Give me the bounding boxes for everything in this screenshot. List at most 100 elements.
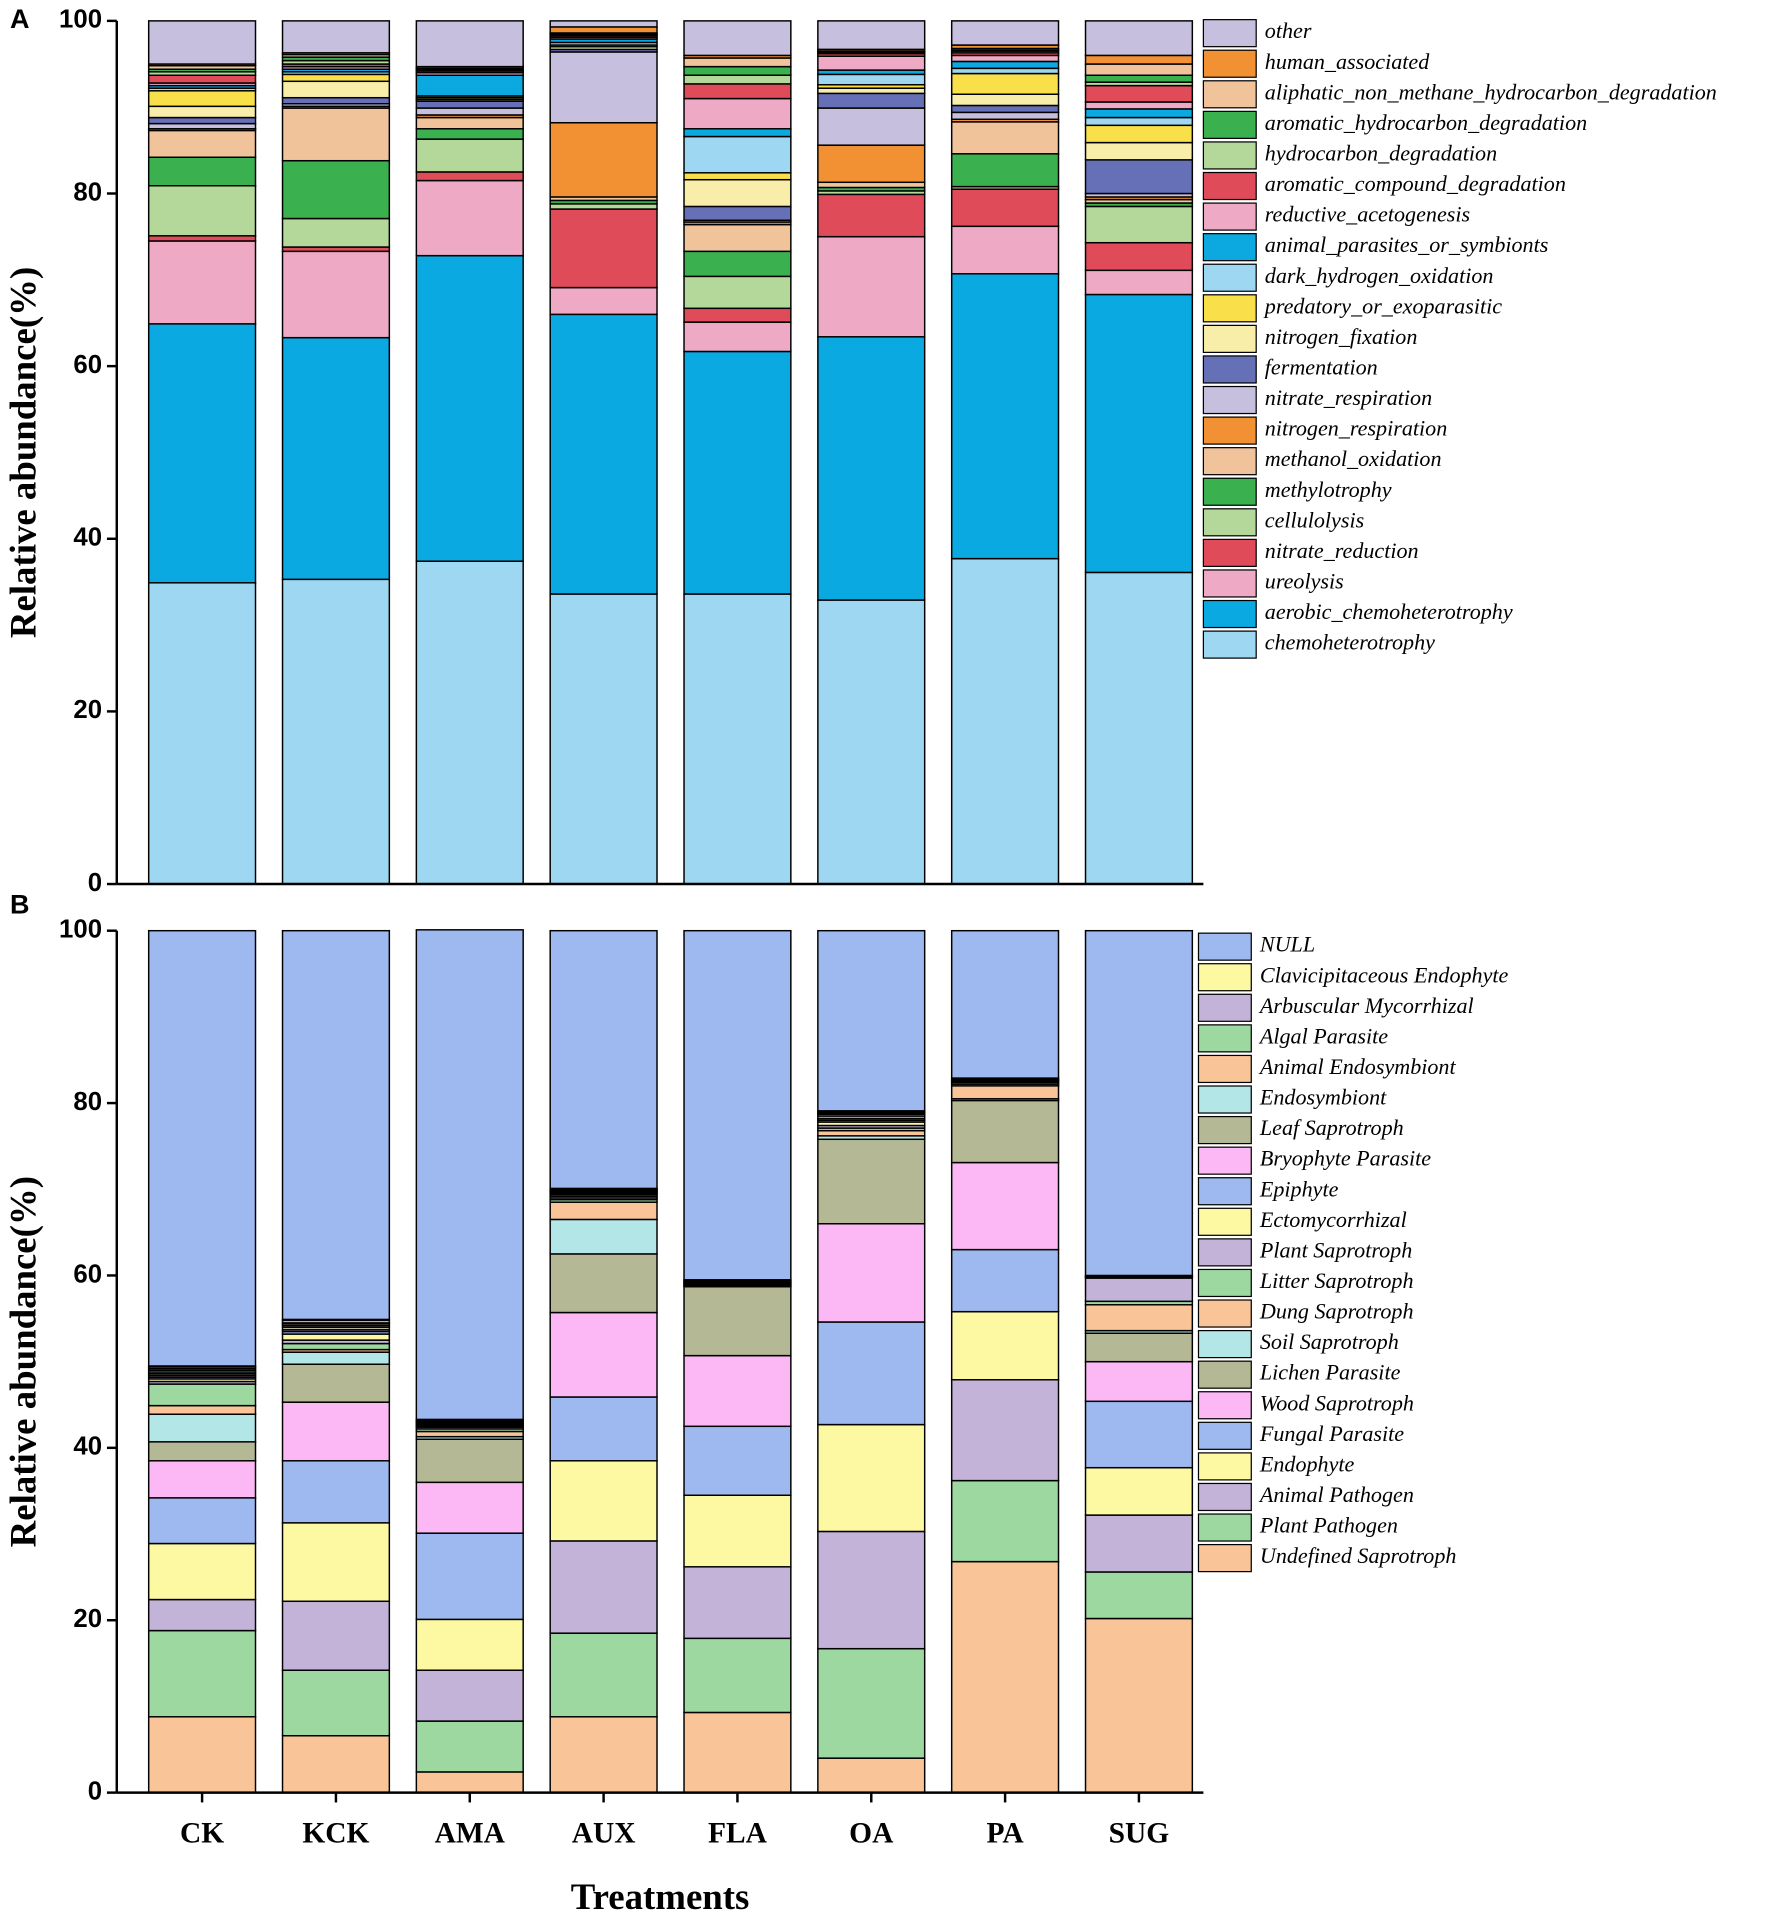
bar-segment <box>1084 116 1194 127</box>
legend-swatch <box>1197 1360 1252 1389</box>
bar-segment <box>683 929 792 1281</box>
bar-segment <box>281 73 391 83</box>
bar-segment <box>415 1720 524 1773</box>
bar-segment <box>817 92 926 109</box>
bar-segment <box>281 250 391 339</box>
bar-segment <box>950 557 1060 885</box>
bar-segment <box>817 1530 926 1650</box>
bar-segment <box>683 83 792 100</box>
bar-segment <box>281 929 391 1321</box>
legend-swatch <box>1197 1268 1252 1298</box>
bar-segment <box>683 321 792 353</box>
bar-segment <box>147 122 257 130</box>
legend-swatch <box>1197 1452 1252 1481</box>
y-tick-label: 0 <box>88 869 102 897</box>
bar-segment <box>683 1425 792 1496</box>
legend-label: Soil Saprotroph <box>1260 1329 1399 1354</box>
y-tick-label: 20 <box>73 696 102 724</box>
legend-swatch <box>1202 80 1257 109</box>
bar-segment <box>1084 124 1194 144</box>
legend-label: aromatic_hydrocarbon_degradation <box>1265 110 1587 135</box>
bar-segment <box>1084 1617 1194 1794</box>
bar-segment <box>415 1438 524 1484</box>
bar-segment <box>147 323 257 584</box>
bar-segment <box>950 60 1060 70</box>
bar-segment <box>817 144 926 184</box>
y-tick-label: 80 <box>73 178 102 206</box>
legend-label: hydrocarbon_degradation <box>1265 141 1497 166</box>
bar-segment <box>549 1632 658 1718</box>
bar-segment <box>147 1542 257 1601</box>
legend-swatch <box>1197 1207 1252 1236</box>
legend-label: Animal Pathogen <box>1258 1482 1414 1507</box>
bar-segment <box>950 1560 1060 1794</box>
legend-swatch <box>1197 1513 1252 1542</box>
bar-segment <box>683 1354 792 1428</box>
bar-segment <box>281 1363 391 1403</box>
bar-segment <box>950 225 1060 275</box>
bar-segment <box>950 1379 1060 1482</box>
bar-segment <box>281 1734 391 1794</box>
legend-label: reductive_acetogenesis <box>1265 202 1470 227</box>
bar-segment <box>950 1310 1060 1381</box>
bar-segment <box>549 286 658 316</box>
bar-segment <box>683 223 792 253</box>
y-tick-label: 80 <box>73 1088 102 1116</box>
bar-segment <box>683 135 792 174</box>
legend-label: Fungal Parasite <box>1259 1421 1404 1446</box>
bar-segment <box>950 121 1060 155</box>
bar-segment <box>950 1161 1060 1251</box>
legend-swatch <box>1202 141 1257 170</box>
legend-label: nitrogen_respiration <box>1265 416 1447 441</box>
bar-segment <box>415 929 524 1421</box>
bar-segment <box>281 107 391 162</box>
legend-swatch <box>1197 1146 1252 1175</box>
bar-segment <box>549 1716 658 1794</box>
bar-segment <box>281 217 391 248</box>
legend-label: chemoheterotrophy <box>1265 630 1435 655</box>
x-tick-label: PA <box>987 1817 1025 1849</box>
bar-segment <box>147 1716 257 1794</box>
legend-label: aliphatic_non_methane_hydrocarbon_degrad… <box>1265 79 1717 104</box>
legend-swatch <box>1197 1421 1252 1450</box>
x-tick-label: OA <box>849 1817 894 1849</box>
bar-segment <box>817 1647 926 1759</box>
legend-swatch <box>1202 355 1257 384</box>
bar-segment <box>281 1600 391 1671</box>
legend-swatch <box>1197 1329 1252 1359</box>
legend-swatch <box>1197 1024 1252 1053</box>
bar-segment <box>950 72 1060 95</box>
bar-segment <box>147 1413 257 1443</box>
bar-segment <box>281 1401 391 1462</box>
bar-segment <box>817 1138 926 1225</box>
bar-segment <box>683 593 792 885</box>
legend-label: Dung Saprotroph <box>1259 1299 1414 1324</box>
legend-swatch <box>1197 1238 1252 1267</box>
bar-segment <box>950 54 1060 63</box>
y-tick-label: 40 <box>73 524 102 552</box>
panel-label: B <box>10 889 30 919</box>
bar-segment <box>1084 1332 1194 1363</box>
y-axis-label: Relative abundance(%) <box>3 1176 44 1547</box>
bar-segment <box>683 178 792 208</box>
bar-segment <box>549 121 658 198</box>
bar-segment <box>281 1342 391 1351</box>
bar-segment <box>1084 1360 1194 1403</box>
bar-segment <box>1084 269 1194 296</box>
bar-segment <box>1084 108 1194 119</box>
bar-segment <box>415 1669 524 1722</box>
bar-segment <box>415 254 524 562</box>
bar-segment <box>1084 1466 1194 1516</box>
bar-segment <box>147 240 257 325</box>
legend-swatch <box>1202 599 1257 629</box>
bar-segment <box>950 1085 1060 1100</box>
bar-segment <box>1084 571 1194 885</box>
bar-segment <box>147 184 257 237</box>
bar-segment <box>950 273 1060 560</box>
x-tick-label: AUX <box>572 1817 636 1849</box>
legend-swatch <box>1202 416 1257 445</box>
bar-segment <box>147 1497 257 1545</box>
legend-label: Endophyte <box>1259 1451 1355 1476</box>
bar-segment <box>549 1311 658 1398</box>
y-tick-label: 20 <box>73 1605 102 1633</box>
